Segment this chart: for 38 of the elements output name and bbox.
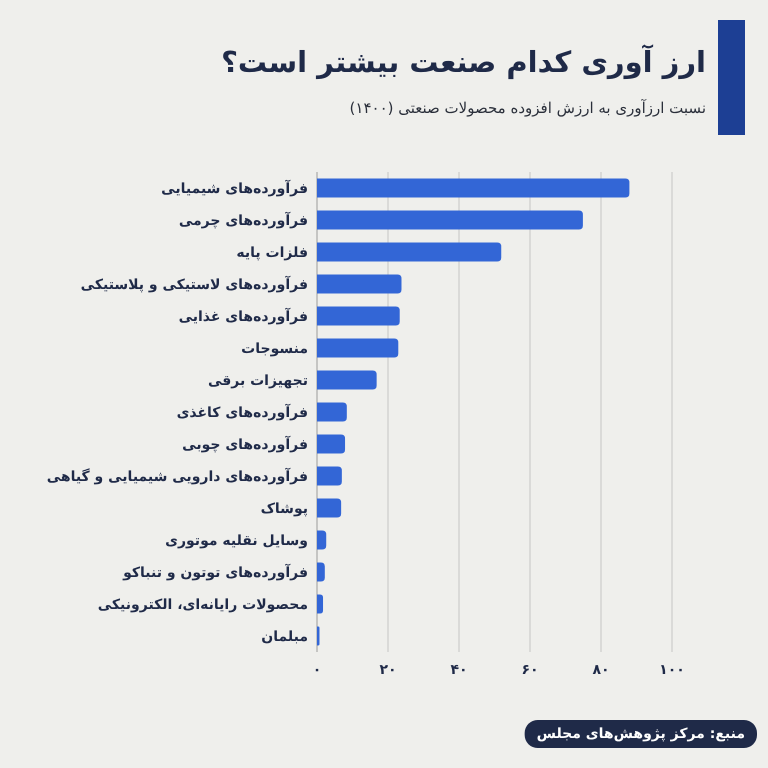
bar	[317, 498, 342, 518]
y-tick-label: فلزات پایه	[236, 245, 308, 261]
bar	[317, 402, 347, 422]
y-tick-label: فرآورده‌های لاستیکی و پلاستیکی	[80, 275, 308, 293]
x-tick-label: ۰	[312, 662, 322, 678]
x-tick-label: ۶۰	[521, 662, 539, 678]
bar	[317, 530, 326, 550]
y-tick-label: فرآورده‌های کاغذی	[176, 403, 308, 421]
y-tick-label: پوشاک	[260, 501, 308, 517]
y-tick-label: فرآورده‌های دارویی شیمیایی و گیاهی	[46, 467, 308, 485]
bar	[317, 242, 502, 262]
bar	[317, 434, 346, 454]
bar	[317, 306, 400, 326]
x-tick-label: ۸۰	[592, 662, 610, 678]
x-tick-label: ۱۰۰	[659, 662, 685, 678]
bar	[317, 594, 324, 614]
bar	[317, 562, 325, 582]
y-tick-label: محصولات رایانه‌ای، الکترونیکی	[98, 597, 308, 613]
x-tick-label: ۲۰	[379, 662, 397, 678]
y-tick-label: فرآورده‌های چرمی	[178, 211, 308, 229]
bar	[317, 338, 398, 358]
y-tick-label: تجهیزات برقی	[208, 373, 308, 389]
y-tick-label: منسوجات	[241, 341, 308, 357]
y-tick-label: فرآورده‌های غذایی	[178, 307, 308, 325]
y-tick-label: فرآورده‌های توتون و تنباکو	[122, 563, 308, 581]
bar	[317, 370, 377, 390]
y-tick-label: فرآورده‌های چوبی	[182, 435, 308, 453]
bar	[317, 466, 342, 486]
text: منبع: مرکز پژوهش‌های مجلس	[536, 726, 745, 742]
bar	[317, 274, 402, 294]
chart-title: ارز آوری کدام صنعت بیشتر است؟	[221, 44, 706, 80]
y-tick-label: فرآورده‌های شیمیایی	[161, 179, 308, 197]
y-tick-label: وسایل نقلیه موتوری	[165, 533, 308, 549]
bar	[317, 178, 630, 198]
y-tick-label: مبلمان	[261, 629, 308, 645]
x-tick-label: ۴۰	[450, 662, 468, 678]
bar	[317, 210, 583, 230]
chart-subtitle: نسبت ارزآوری به ارزش افزوده محصولات صنعتی (۱۴۰۰)	[350, 98, 706, 117]
